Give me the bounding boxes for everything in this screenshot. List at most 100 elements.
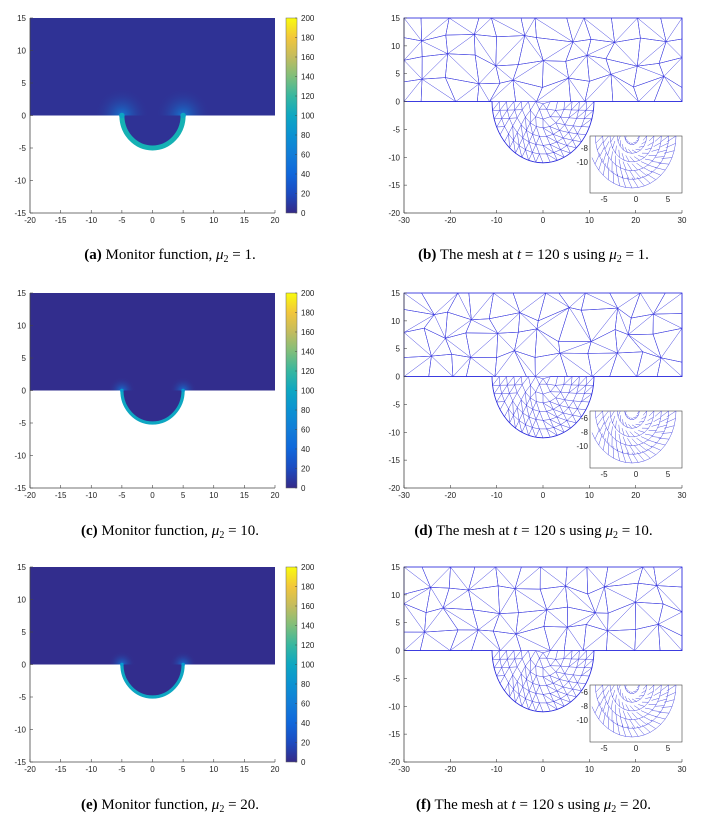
- x-tick-label: -15: [55, 491, 67, 500]
- x-tick-label: 10: [209, 216, 218, 225]
- upper-domain-field: [30, 567, 275, 665]
- inset-x-tick-label: 0: [634, 744, 639, 753]
- colorbar-tick-label: 160: [301, 602, 315, 611]
- colorbar-tick-label: 140: [301, 73, 315, 82]
- caption-f: (f) The mesh at t = 120 s using μ2 = 20.: [415, 797, 652, 815]
- x-tick-label: 15: [240, 765, 249, 774]
- upper-domain-field: [30, 293, 275, 391]
- colorbar-tick-label: 60: [301, 151, 310, 160]
- monitor-function-plot: -20 -15 -10 -5 0 5 10 15 20151050-5-10-152001801…: [14, 563, 315, 774]
- trench-boundary-peak: [119, 115, 186, 151]
- y-tick-label: -5: [393, 400, 401, 409]
- inset-y-tick-label: -10: [576, 716, 588, 725]
- y-tick-label: 5: [396, 345, 401, 354]
- left-corner-glow: [94, 87, 150, 116]
- x-tick-label: 20: [271, 765, 280, 774]
- x-tick-label: 10: [585, 765, 594, 774]
- colorbar-tick-label: 20: [301, 739, 310, 748]
- monitor-function-plot: -20 -15 -10 -5 0 5 10 15 20151050-5-10-152001801…: [14, 289, 315, 500]
- x-tick-label: -15: [55, 216, 67, 225]
- y-tick-label: 15: [391, 14, 400, 23]
- zoom-inset: -5 0 5 -6 -8 -10: [576, 684, 683, 753]
- x-tick-label: 0: [541, 765, 546, 774]
- zoom-inset: -5 0 5 -8 -10: [576, 135, 683, 204]
- caption-a: (a) Monitor function, μ2 = 1.: [84, 247, 256, 265]
- x-tick-label: -10: [85, 765, 97, 774]
- colorbar-tick-label: 80: [301, 131, 310, 140]
- y-tick-label: -20: [388, 758, 400, 767]
- x-tick-label: -20: [445, 765, 457, 774]
- x-tick-label: 15: [240, 216, 249, 225]
- y-tick-label: 0: [22, 661, 27, 670]
- y-tick-label: -5: [393, 125, 401, 134]
- colorbar-tick-label: 40: [301, 170, 310, 179]
- x-tick-label: -10: [491, 765, 503, 774]
- x-tick-label: 30: [678, 216, 687, 225]
- y-tick-label: 10: [17, 596, 26, 605]
- x-tick-label: -5: [118, 216, 126, 225]
- y-tick-label: 5: [22, 79, 27, 88]
- right-corner-peak: [180, 112, 186, 119]
- zoom-inset: -5 0 5 -6 -8 -10: [576, 410, 683, 479]
- x-tick-label: -5: [118, 491, 126, 500]
- colorbar-tick-label: 60: [301, 426, 310, 435]
- x-tick-label: 30: [678, 765, 687, 774]
- inset-y-tick-label: -6: [581, 688, 589, 697]
- colorbar-tick-label: 160: [301, 328, 315, 337]
- colorbar-tick-label: 140: [301, 348, 315, 357]
- x-tick-label: -10: [491, 491, 503, 500]
- caption-e: (e) Monitor function, μ2 = 20.: [80, 797, 260, 815]
- x-tick-label: 20: [631, 491, 640, 500]
- colorbar-tick-label: 100: [301, 387, 315, 396]
- y-tick-label: -10: [14, 177, 26, 186]
- y-tick-label: -15: [14, 758, 26, 767]
- x-tick-label: -30: [398, 491, 410, 500]
- left-corner-peak: [120, 388, 124, 393]
- inset-y-tick-label: -8: [581, 702, 589, 711]
- x-tick-label: -30: [398, 765, 410, 774]
- x-tick-label: -20: [445, 491, 457, 500]
- colorbar-tick-label: 200: [301, 563, 315, 572]
- y-tick-label: 0: [396, 373, 401, 382]
- colorbar-tick-label: 120: [301, 92, 315, 101]
- x-tick-label: 15: [240, 491, 249, 500]
- x-tick-label: -20: [445, 216, 457, 225]
- inset-mesh-triangles: [591, 684, 677, 738]
- trench-field: [121, 115, 184, 148]
- inset-y-tick-label: -10: [576, 158, 588, 167]
- monitor-function-plot: -20 -15 -10 -5 0 5 10 15 20151050-5-10-152001801…: [14, 14, 315, 225]
- x-tick-label: -15: [55, 765, 67, 774]
- inset-x-tick-label: 0: [634, 195, 639, 204]
- y-tick-label: 10: [391, 317, 400, 326]
- left-corner-peak: [119, 112, 125, 119]
- y-tick-label: -10: [388, 702, 400, 711]
- caption-b: (b) The mesh at t = 120 s using μ2 = 1.: [418, 247, 649, 265]
- y-tick-label: 15: [391, 563, 400, 572]
- y-tick-label: -15: [388, 181, 400, 190]
- inset-x-tick-label: 0: [634, 470, 639, 479]
- panel-b-mesh: -30 -20 -10 0 10 20 30 15 10 5 0 -5 -10 -15 -20 -5 0 5 -8-…: [360, 0, 707, 280]
- colorbar-tick-label: 20: [301, 465, 310, 474]
- y-tick-label: 0: [22, 387, 27, 396]
- caption-d: (d) The mesh at t = 120 s using μ2 = 10.: [414, 523, 653, 541]
- y-tick-label: -15: [388, 730, 400, 739]
- x-tick-label: 20: [631, 765, 640, 774]
- colorbar-tick-label: 180: [301, 309, 315, 318]
- x-tick-label: 20: [271, 491, 280, 500]
- inset-x-tick-label: -5: [600, 195, 608, 204]
- trench-boundary-peak: [120, 390, 185, 425]
- domain-boundary: [403, 566, 683, 713]
- upper-domain-field: [30, 18, 275, 116]
- caption-c: (c) Monitor function, μ2 = 10.: [80, 523, 260, 541]
- right-corner-peak: [181, 388, 185, 393]
- colorbar-tick-label: 80: [301, 406, 310, 415]
- right-corner-glow: [169, 651, 197, 665]
- inset-x-tick-label: -5: [600, 744, 608, 753]
- colorbar-tick-label: 0: [301, 484, 306, 493]
- y-tick-label: 15: [17, 14, 26, 23]
- left-corner-glow: [108, 651, 136, 665]
- inset-x-tick-label: 5: [666, 470, 671, 479]
- y-tick-label: 0: [22, 112, 27, 121]
- x-tick-label: 0: [150, 765, 155, 774]
- y-tick-label: 15: [17, 563, 26, 572]
